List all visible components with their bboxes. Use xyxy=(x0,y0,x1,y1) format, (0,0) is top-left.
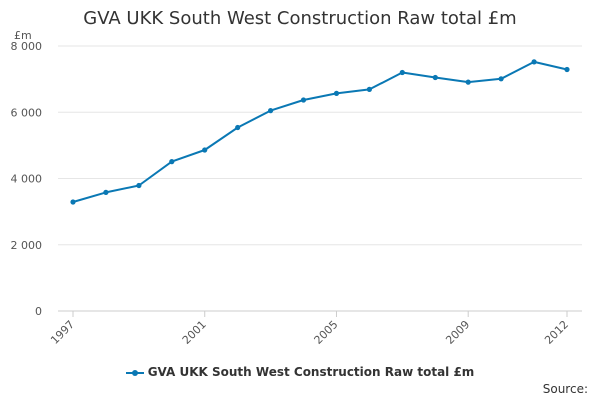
data-point[interactable] xyxy=(169,159,175,165)
y-tick-label: 0 xyxy=(35,305,42,318)
data-point[interactable] xyxy=(235,124,241,131)
x-tick-label: 2009 xyxy=(443,318,472,347)
y-tick-label: 6 000 xyxy=(11,106,43,119)
data-point[interactable] xyxy=(432,74,438,81)
data-point[interactable] xyxy=(564,66,570,73)
data-point[interactable] xyxy=(70,199,76,205)
series-line[interactable] xyxy=(72,60,568,203)
legend-series-label: GVA UKK South West Construction Raw tota… xyxy=(147,365,475,379)
y-tick-label: 8 000 xyxy=(11,40,43,53)
data-point[interactable] xyxy=(465,79,471,85)
y-tick-label: 2 000 xyxy=(11,239,43,252)
data-point[interactable] xyxy=(136,182,142,189)
chart-title: GVA UKK South West Construction Raw tota… xyxy=(83,8,517,29)
data-point[interactable] xyxy=(333,90,340,96)
source-label: Source: xyxy=(542,382,588,396)
data-point[interactable] xyxy=(498,76,504,82)
x-tick-label: 2005 xyxy=(312,318,341,347)
data-point[interactable] xyxy=(268,108,274,114)
x-tick-label: 2001 xyxy=(180,318,209,347)
data-point[interactable] xyxy=(202,147,208,153)
y-tick-label: 4 000 xyxy=(11,173,43,186)
legend-line-marker-icon xyxy=(125,369,144,377)
x-tick-label: 2012 xyxy=(542,318,571,347)
chart-legend[interactable]: GVA UKK South West Construction Raw tota… xyxy=(0,365,600,379)
data-point[interactable] xyxy=(366,86,372,92)
data-point[interactable] xyxy=(399,69,405,76)
x-tick-label: 1997 xyxy=(48,318,77,347)
data-point[interactable] xyxy=(103,189,109,195)
data-point[interactable] xyxy=(300,97,307,103)
data-point[interactable] xyxy=(531,59,537,65)
y-axis-unit-label: £m xyxy=(14,29,32,42)
